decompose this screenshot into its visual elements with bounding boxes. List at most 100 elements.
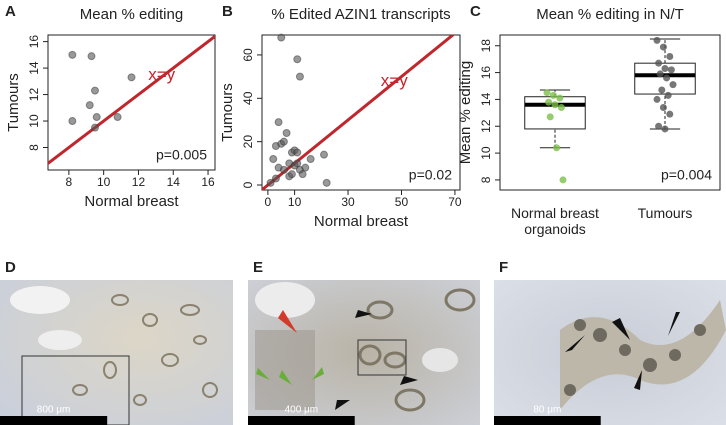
- x-label-box: Normal breast organoids: [511, 205, 599, 237]
- x-tick-label: 70: [448, 195, 462, 209]
- scale-bar: [0, 416, 108, 425]
- point: [549, 91, 557, 99]
- point: [282, 128, 291, 137]
- y-tick-label: 8: [27, 144, 41, 151]
- scale-bar: [248, 416, 355, 425]
- x-tick-label: 14: [167, 175, 181, 189]
- y-tick-label: 10: [27, 114, 41, 128]
- point: [85, 101, 94, 110]
- point: [90, 86, 99, 95]
- y-tick-label: 14: [479, 92, 493, 106]
- micrograph-f: [494, 280, 726, 425]
- annotation: x=y: [148, 65, 175, 84]
- point: [666, 52, 674, 60]
- panel-label: A: [5, 3, 16, 20]
- x-tick-label: 12: [132, 175, 146, 189]
- point: [127, 73, 136, 82]
- point: [659, 43, 667, 51]
- point: [653, 95, 661, 103]
- y-tick-label: 16: [27, 35, 41, 49]
- panel-label: D: [5, 259, 16, 276]
- point: [543, 89, 551, 97]
- y-tick-label: 10: [479, 146, 493, 160]
- point: [295, 72, 304, 81]
- point: [659, 103, 667, 111]
- y-axis-label: Tumours: [5, 73, 22, 132]
- point: [293, 148, 302, 157]
- point: [269, 155, 278, 163]
- y-tick-label: 18: [479, 39, 493, 53]
- scale-bar: [494, 416, 601, 425]
- point: [322, 178, 331, 187]
- plot-frame: [499, 34, 721, 191]
- point: [301, 163, 310, 172]
- y-tick-label: 20: [241, 135, 255, 149]
- point: [557, 103, 565, 111]
- point: [68, 117, 77, 126]
- panel-label: F: [499, 259, 508, 276]
- point: [87, 52, 96, 61]
- point: [113, 113, 122, 122]
- point: [556, 94, 564, 102]
- point: [298, 170, 307, 179]
- point: [655, 59, 663, 67]
- point: [271, 174, 280, 183]
- point: [664, 91, 672, 99]
- plot-frame: [261, 34, 461, 191]
- scale-bar-label: 80 μm: [533, 405, 561, 416]
- point: [274, 118, 283, 127]
- point: [653, 36, 661, 44]
- point: [266, 178, 275, 187]
- point: [667, 66, 675, 74]
- point: [319, 150, 328, 159]
- plot-frame: [47, 34, 216, 171]
- point: [559, 176, 567, 184]
- x-tick-label: 16: [201, 175, 215, 189]
- point: [666, 110, 674, 118]
- point: [545, 98, 553, 106]
- x-label-box: Tumours: [637, 205, 693, 221]
- y-tick-label: 8: [479, 176, 493, 183]
- point: [669, 81, 677, 89]
- y-tick-label: 40: [241, 91, 255, 105]
- point: [92, 113, 101, 122]
- y-axis-label: Mean % editing: [457, 61, 474, 164]
- point: [279, 137, 288, 146]
- annotation: p=0.004: [661, 167, 712, 183]
- y-tick-label: 14: [27, 61, 41, 75]
- y-axis-label: Tumours: [219, 83, 236, 142]
- scale-bar-label: 400 μm: [285, 405, 319, 416]
- y-tick-label: 0: [241, 181, 255, 188]
- point: [306, 155, 315, 163]
- point: [293, 159, 302, 168]
- micrograph-e: [248, 280, 480, 425]
- y-tick-label: 16: [479, 66, 493, 80]
- point: [293, 55, 302, 64]
- x-tick-label: Tumours: [637, 205, 693, 221]
- annotation: p=0.005: [156, 147, 207, 163]
- y-tick-label: 60: [241, 48, 255, 62]
- x-axis-label: Normal breast: [314, 213, 409, 230]
- y-tick-label: 12: [479, 119, 493, 133]
- point: [546, 113, 554, 121]
- annotation: x=y: [381, 71, 408, 90]
- y-tick-label: 12: [27, 88, 41, 102]
- chart-title: Mean % editing in N/T: [536, 6, 684, 23]
- point: [656, 70, 664, 78]
- annotation: p=0.02: [409, 167, 452, 183]
- x-tick-label: 10: [97, 175, 111, 189]
- panel-label: C: [470, 3, 481, 20]
- x-tick-label: 10: [288, 195, 302, 209]
- point: [551, 101, 559, 109]
- point: [277, 33, 286, 42]
- x-axis-label: Normal breast: [84, 193, 179, 210]
- point: [658, 86, 666, 94]
- point: [68, 50, 77, 59]
- point: [287, 170, 296, 179]
- point: [663, 74, 671, 82]
- chart-title: Mean % editing: [80, 6, 183, 23]
- point: [279, 165, 288, 174]
- micrograph-d: [0, 280, 233, 425]
- x-tick-label: 8: [66, 175, 73, 189]
